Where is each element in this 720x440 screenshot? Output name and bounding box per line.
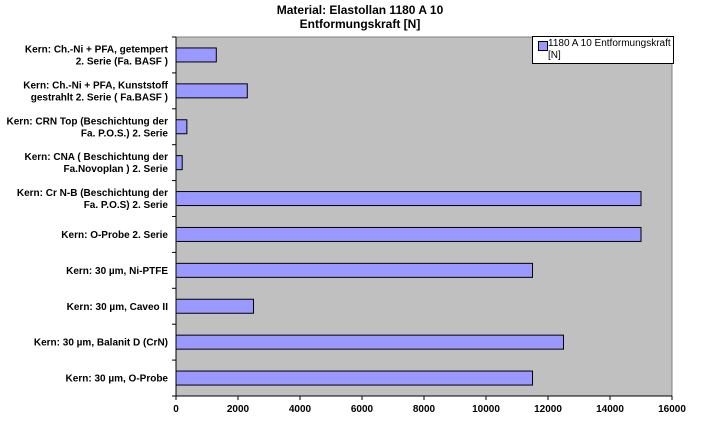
category-label: Kern: CRN Top (Beschichtung der Fa. P.O.S… xyxy=(7,116,169,139)
chart-title: Material: Elastollan 1180 A 10 xyxy=(276,3,444,17)
category-label-line: Kern: Ch.-Ni + PFA, Kunststoff xyxy=(23,80,168,91)
category-label-line: Kern: O-Probe 2. Serie xyxy=(61,230,168,241)
category-label: Kern: 30 µm, Balanit D (CrN) xyxy=(34,338,168,349)
category-label-line: Kern: Ch.-Ni + PFA, getempert xyxy=(25,44,169,55)
bar xyxy=(175,298,254,314)
category-label: Kern: Ch.-Ni + PFA, Kunststoff gestrahlt … xyxy=(23,80,168,103)
legend-swatch xyxy=(538,41,548,51)
x-tick-label: 0 xyxy=(173,404,179,415)
x-tick-label: 8000 xyxy=(413,404,436,415)
bar xyxy=(175,47,217,63)
category-label-line: Kern: CNA ( Beschichtung der xyxy=(24,152,168,163)
bar xyxy=(175,226,642,242)
x-tick-label: 12000 xyxy=(534,404,562,415)
category-label-line: Kern: 30 µm, O-Probe xyxy=(66,374,169,385)
x-tick-label: 6000 xyxy=(351,404,374,415)
category-label: Kern: 30 µm, O-Probe xyxy=(66,374,169,385)
category-label-line: Kern: CRN Top (Beschichtung der xyxy=(7,116,169,127)
x-tick-label: 14000 xyxy=(596,404,624,415)
bar xyxy=(175,370,533,386)
category-label: Kern: 30 µm, Ni-PTFE xyxy=(66,266,168,277)
category-label: Kern: O-Probe 2. Serie xyxy=(61,230,168,241)
category-label: Kern: Ch.-Ni + PFA, getempert 2. Serie (F… xyxy=(25,44,169,67)
bar xyxy=(175,83,248,99)
category-label-line: Kern: 30 µm, Ni-PTFE xyxy=(66,266,168,277)
category-label-line: 2. Serie (Fa. BASF ) xyxy=(76,56,168,67)
chart-subtitle: Entformungskraft [N] xyxy=(299,17,421,31)
category-label-line: Fa. P.O.S.) 2. Serie xyxy=(81,128,169,139)
x-tick-label: 16000 xyxy=(658,404,686,415)
x-tick-label: 4000 xyxy=(289,404,312,415)
category-label-line: Fa.Novoplan ) 2. Serie xyxy=(64,164,169,175)
x-tick-label: 10000 xyxy=(472,404,500,415)
category-label-line: gestrahlt 2. Serie ( Fa.BASF ) xyxy=(31,92,168,103)
x-tick-label: 2000 xyxy=(227,404,250,415)
category-label: Kern: Cr N-B (Beschichtung der Fa. P.O.S)… xyxy=(17,188,169,211)
category-label-line: Kern: 30 µm, Balanit D (CrN) xyxy=(34,338,168,349)
bar xyxy=(175,334,564,350)
bar xyxy=(175,191,642,207)
legend-label: 1180 A 10 Entformungskraft [N] xyxy=(548,38,671,61)
bar xyxy=(175,119,188,135)
category-label: Kern: 30 µm, Caveo II xyxy=(67,302,169,313)
bar xyxy=(175,262,533,278)
category-label-line: Kern: 30 µm, Caveo II xyxy=(67,302,169,313)
legend: 1180 A 10 Entformungskraft [N] xyxy=(532,36,674,64)
category-label-line: Fa. P.O.S) 2. Serie xyxy=(84,200,169,211)
category-label-line: Kern: Cr N-B (Beschichtung der xyxy=(17,188,168,199)
bar xyxy=(175,155,183,171)
category-label: Kern: CNA ( Beschichtung der Fa.Novoplan … xyxy=(24,152,168,175)
